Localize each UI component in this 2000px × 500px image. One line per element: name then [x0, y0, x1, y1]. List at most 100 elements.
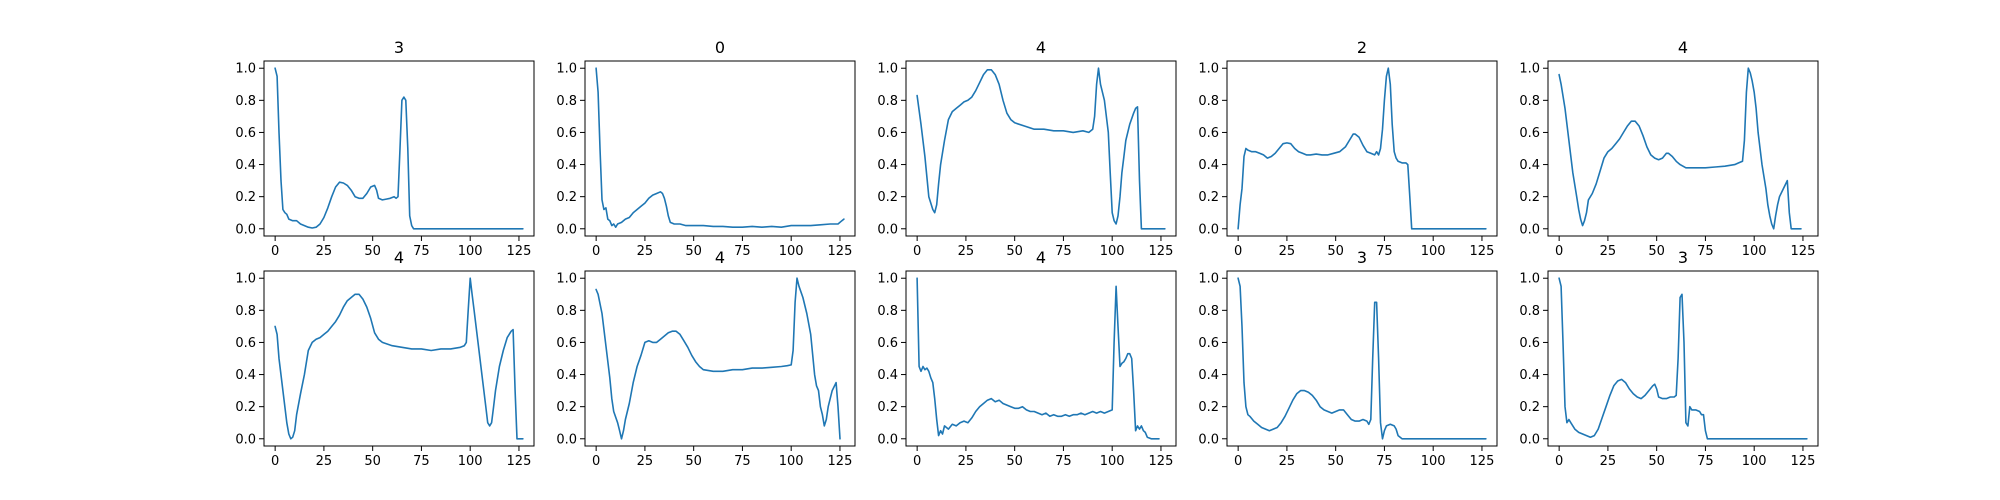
y-tick-label: 0.6: [1198, 336, 1219, 351]
series-line: [1558, 67, 1802, 230]
subplot-2: 0 25 50 75 100 125 0.0 0.2 0.4 0.6 0.8 1.0 0: [556, 38, 856, 259]
y-tick-label: 0.0: [556, 222, 577, 237]
x-tick-label: 0: [271, 244, 279, 259]
y-tick-label: 0.8: [1519, 304, 1540, 319]
subplot-1: 0 25 50 75 100 125 0.0 0.2 0.4 0.6 0.8 1.0 3: [235, 38, 535, 259]
x-tick-label: 75: [734, 454, 751, 469]
subplot-6: 0 25 50 75 100 125 0.0 0.2 0.4 0.6 0.8 1.0 4: [235, 248, 535, 469]
series-line: [916, 67, 1166, 230]
y-tick-label: 0.6: [235, 336, 256, 351]
y-tick-label: 0.4: [877, 368, 898, 383]
axes-frame: [1226, 60, 1498, 237]
x-tick-label: 50: [1648, 454, 1665, 469]
x-tick-label: 0: [592, 244, 600, 259]
x-tick-label: 100: [1421, 454, 1446, 469]
x-tick-label: 125: [828, 244, 853, 259]
subplot-title: 0: [715, 38, 725, 57]
y-tick-label: 0.2: [877, 190, 898, 205]
x-tick-label: 50: [1006, 244, 1023, 259]
y-tick-label: 0.8: [1198, 94, 1219, 109]
y-tick-label: 1.0: [235, 62, 256, 77]
x-tick-label: 0: [1234, 454, 1242, 469]
y-tick-label: 1.0: [1519, 272, 1540, 287]
x-tick-label: 50: [685, 454, 702, 469]
series-line: [274, 277, 524, 440]
y-tick-label: 0.2: [235, 190, 256, 205]
y-tick-label: 0.0: [877, 432, 898, 447]
subplot-title: 3: [394, 38, 404, 57]
axes-frame: [1226, 270, 1498, 447]
y-tick-label: 0.4: [1519, 158, 1540, 173]
x-tick-label: 25: [316, 244, 333, 259]
x-tick-label: 25: [958, 244, 975, 259]
x-tick-label: 125: [507, 244, 532, 259]
y-tick-label: 0.0: [235, 432, 256, 447]
x-tick-label: 25: [1600, 244, 1617, 259]
x-tick-label: 25: [1600, 454, 1617, 469]
y-tick-label: 0.4: [1198, 158, 1219, 173]
y-tick-label: 0.8: [877, 304, 898, 319]
x-tick-label: 25: [316, 454, 333, 469]
y-tick-label: 0.6: [556, 126, 577, 141]
y-tick-label: 0.6: [556, 336, 577, 351]
x-tick-label: 50: [685, 244, 702, 259]
y-tick-label: 0.8: [1519, 94, 1540, 109]
y-tick-label: 0.6: [235, 126, 256, 141]
x-tick-label: 125: [1470, 244, 1495, 259]
x-tick-label: 100: [779, 454, 804, 469]
subplot-title: 4: [1036, 38, 1046, 57]
x-tick-label: 75: [1376, 244, 1393, 259]
subplot-5: 0 25 50 75 100 125 0.0 0.2 0.4 0.6 0.8 1.0 4: [1519, 38, 1819, 259]
x-tick-label: 100: [1742, 454, 1767, 469]
y-tick-label: 1.0: [1198, 62, 1219, 77]
x-tick-label: 100: [1742, 244, 1767, 259]
x-tick-label: 125: [1149, 454, 1174, 469]
subplot-8: 0 25 50 75 100 125 0.0 0.2 0.4 0.6 0.8 1.0 4: [877, 248, 1177, 469]
x-tick-label: 100: [779, 244, 804, 259]
x-tick-label: 0: [271, 454, 279, 469]
x-tick-label: 125: [1791, 454, 1816, 469]
x-tick-label: 75: [1697, 454, 1714, 469]
x-tick-label: 75: [1376, 454, 1393, 469]
y-tick-label: 0.8: [556, 94, 577, 109]
x-tick-label: 25: [637, 244, 654, 259]
y-tick-label: 0.0: [1519, 222, 1540, 237]
y-tick-label: 0.2: [556, 400, 577, 415]
subplot-title: 4: [1678, 38, 1688, 57]
axes-frame: [263, 270, 535, 447]
x-tick-label: 75: [413, 454, 430, 469]
y-tick-label: 1.0: [556, 62, 577, 77]
x-tick-label: 125: [1791, 244, 1816, 259]
y-tick-label: 0.4: [235, 158, 256, 173]
y-tick-label: 0.4: [1198, 368, 1219, 383]
axes-frame: [905, 270, 1177, 447]
series-line: [595, 277, 841, 440]
y-tick-label: 0.6: [1519, 336, 1540, 351]
y-tick-label: 0.2: [1198, 400, 1219, 415]
subplot-4: 0 25 50 75 100 125 0.0 0.2 0.4 0.6 0.8 1.0 2: [1198, 38, 1498, 259]
y-tick-label: 0.2: [1519, 190, 1540, 205]
y-tick-label: 0.8: [235, 304, 256, 319]
x-tick-label: 0: [1555, 454, 1563, 469]
series-line: [1558, 277, 1808, 440]
y-tick-label: 0.2: [877, 400, 898, 415]
y-tick-label: 0.8: [1198, 304, 1219, 319]
subplot-10: 0 25 50 75 100 125 0.0 0.2 0.4 0.6 0.8 1.0 3: [1519, 248, 1819, 469]
y-tick-label: 0.6: [877, 336, 898, 351]
axes-frame: [584, 60, 856, 237]
series-line: [595, 67, 845, 228]
subplot-title: 3: [1678, 248, 1688, 267]
x-tick-label: 0: [592, 454, 600, 469]
y-tick-label: 0.0: [1198, 432, 1219, 447]
subplot-3: 0 25 50 75 100 125 0.0 0.2 0.4 0.6 0.8 1.0 4: [877, 38, 1177, 259]
y-tick-label: 0.6: [1519, 126, 1540, 141]
x-tick-label: 75: [734, 244, 751, 259]
x-tick-label: 125: [1149, 244, 1174, 259]
y-tick-label: 0.0: [1519, 432, 1540, 447]
y-tick-label: 0.4: [556, 368, 577, 383]
x-tick-label: 50: [1648, 244, 1665, 259]
y-tick-label: 0.2: [1198, 190, 1219, 205]
axes-frame: [905, 60, 1177, 237]
y-tick-label: 0.0: [877, 222, 898, 237]
x-tick-label: 50: [1327, 454, 1344, 469]
